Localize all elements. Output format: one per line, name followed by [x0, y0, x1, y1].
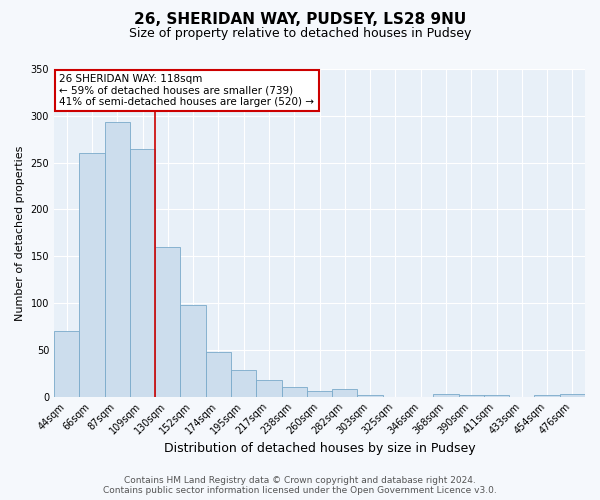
Bar	[535, 395, 560, 396]
Bar	[79, 154, 104, 396]
Bar	[54, 331, 79, 396]
Bar	[181, 305, 206, 396]
Bar	[332, 389, 358, 396]
Bar	[104, 122, 130, 396]
Bar	[358, 395, 383, 396]
Bar	[130, 148, 155, 396]
Text: 26 SHERIDAN WAY: 118sqm
← 59% of detached houses are smaller (739)
41% of semi-d: 26 SHERIDAN WAY: 118sqm ← 59% of detache…	[59, 74, 314, 107]
Bar	[433, 394, 458, 396]
Text: Contains HM Land Registry data © Crown copyright and database right 2024.
Contai: Contains HM Land Registry data © Crown c…	[103, 476, 497, 495]
Bar	[484, 395, 509, 396]
Bar	[206, 352, 231, 397]
Y-axis label: Number of detached properties: Number of detached properties	[15, 145, 25, 320]
Bar	[281, 388, 307, 396]
X-axis label: Distribution of detached houses by size in Pudsey: Distribution of detached houses by size …	[164, 442, 475, 455]
Bar	[256, 380, 281, 396]
Text: Size of property relative to detached houses in Pudsey: Size of property relative to detached ho…	[129, 28, 471, 40]
Bar	[155, 247, 181, 396]
Bar	[560, 394, 585, 396]
Bar	[458, 395, 484, 396]
Text: 26, SHERIDAN WAY, PUDSEY, LS28 9NU: 26, SHERIDAN WAY, PUDSEY, LS28 9NU	[134, 12, 466, 28]
Bar	[231, 370, 256, 396]
Bar	[307, 391, 332, 396]
